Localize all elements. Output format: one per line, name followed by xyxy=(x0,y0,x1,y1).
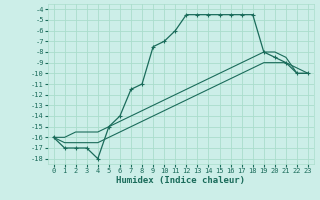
X-axis label: Humidex (Indice chaleur): Humidex (Indice chaleur) xyxy=(116,176,245,185)
